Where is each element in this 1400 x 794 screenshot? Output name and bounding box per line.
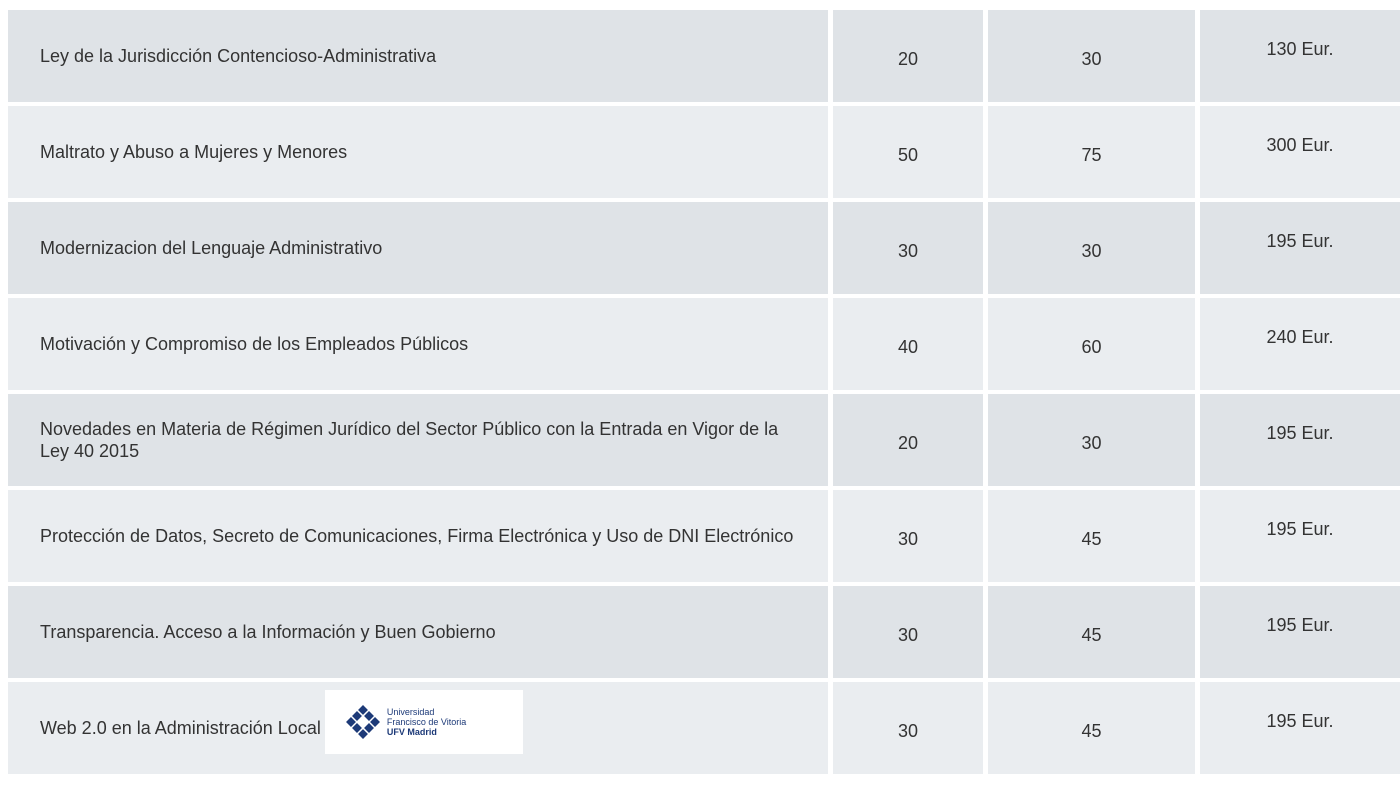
hours: 30 bbox=[897, 721, 919, 741]
logo-line: Universidad bbox=[386, 707, 435, 717]
hours: 30 bbox=[897, 529, 919, 549]
course-name-cell: Ley de la Jurisdicción Contencioso-Admin… bbox=[8, 10, 828, 102]
hours-cell: 30 bbox=[833, 490, 983, 582]
hours: 30 bbox=[897, 241, 919, 261]
credits: 45 bbox=[1081, 721, 1102, 741]
price: 195 Eur. bbox=[1266, 711, 1334, 731]
hours-cell: 30 bbox=[833, 682, 983, 774]
price-cell: 195 Eur. bbox=[1200, 682, 1400, 774]
price: 195 Eur. bbox=[1266, 423, 1334, 443]
course-name-cell: Modernizacion del Lenguaje Administrativ… bbox=[8, 202, 828, 294]
hours-cell: 40 bbox=[833, 298, 983, 390]
hours-cell: 30 bbox=[833, 202, 983, 294]
credits-cell: 30 bbox=[988, 10, 1195, 102]
hours: 30 bbox=[897, 625, 919, 645]
hours: 40 bbox=[897, 337, 919, 357]
credits: 30 bbox=[1081, 433, 1102, 453]
credits-cell: 60 bbox=[988, 298, 1195, 390]
price: 240 Eur. bbox=[1266, 327, 1334, 347]
credits: 45 bbox=[1081, 625, 1102, 645]
price: 195 Eur. bbox=[1266, 519, 1334, 539]
logo-line: Francisco de Vitoria bbox=[386, 717, 467, 727]
credits-cell: 30 bbox=[988, 202, 1195, 294]
hours: 50 bbox=[897, 145, 919, 165]
credits-cell: 45 bbox=[988, 586, 1195, 678]
course-name: Web 2.0 en la Administración Local bbox=[40, 718, 321, 738]
price-cell: 195 Eur. bbox=[1200, 490, 1400, 582]
course-name-cell: Protección de Datos, Secreto de Comunica… bbox=[8, 490, 828, 582]
course-name-cell: Transparencia. Acceso a la Información y… bbox=[8, 586, 828, 678]
course-name: Modernizacion del Lenguaje Administrativ… bbox=[40, 238, 383, 258]
price-cell: 240 Eur. bbox=[1200, 298, 1400, 390]
course-name: Ley de la Jurisdicción Contencioso-Admin… bbox=[40, 46, 437, 66]
hours-cell: 50 bbox=[833, 106, 983, 198]
course-name: Novedades en Materia de Régimen Jurídico… bbox=[40, 419, 779, 461]
logo-text: Universidad Francisco de Vitoria UFV Madri… bbox=[387, 707, 466, 737]
credits-cell: 45 bbox=[988, 490, 1195, 582]
price: 130 Eur. bbox=[1266, 39, 1334, 59]
course-name: Transparencia. Acceso a la Información y… bbox=[40, 622, 496, 642]
logo-icon bbox=[345, 705, 380, 739]
hours-cell: 20 bbox=[833, 394, 983, 486]
course-name: Protección de Datos, Secreto de Comunica… bbox=[40, 526, 794, 546]
course-table: Ley de la Jurisdicción Contencioso-Admin… bbox=[8, 10, 1400, 774]
price: 195 Eur. bbox=[1266, 615, 1334, 635]
course-name-cell: Web 2.0 en la Administración Local Univer… bbox=[8, 682, 828, 774]
logo-line: UFV Madrid bbox=[386, 727, 437, 737]
price-cell: 300 Eur. bbox=[1200, 106, 1400, 198]
hours: 20 bbox=[897, 433, 919, 453]
course-name-cell: Motivación y Compromiso de los Empleados… bbox=[8, 298, 828, 390]
hours-cell: 20 bbox=[833, 10, 983, 102]
hours: 20 bbox=[897, 49, 919, 69]
university-logo: Universidad Francisco de Vitoria UFV Madri… bbox=[324, 690, 523, 754]
credits-cell: 30 bbox=[988, 394, 1195, 486]
credits: 30 bbox=[1081, 49, 1102, 69]
price: 300 Eur. bbox=[1266, 135, 1334, 155]
credits: 45 bbox=[1081, 529, 1102, 549]
hours-cell: 30 bbox=[833, 586, 983, 678]
credits: 30 bbox=[1081, 241, 1102, 261]
course-name: Motivación y Compromiso de los Empleados… bbox=[40, 334, 469, 354]
credits: 75 bbox=[1081, 145, 1102, 165]
credits: 60 bbox=[1081, 337, 1102, 357]
price: 195 Eur. bbox=[1266, 231, 1334, 251]
credits-cell: 75 bbox=[988, 106, 1195, 198]
price-cell: 195 Eur. bbox=[1200, 394, 1400, 486]
price-cell: 130 Eur. bbox=[1200, 10, 1400, 102]
course-name: Maltrato y Abuso a Mujeres y Menores bbox=[40, 142, 348, 162]
price-cell: 195 Eur. bbox=[1200, 202, 1400, 294]
course-name-cell: Maltrato y Abuso a Mujeres y Menores bbox=[8, 106, 828, 198]
credits-cell: 45 bbox=[988, 682, 1195, 774]
course-name-cell: Novedades en Materia de Régimen Jurídico… bbox=[8, 394, 828, 486]
price-cell: 195 Eur. bbox=[1200, 586, 1400, 678]
